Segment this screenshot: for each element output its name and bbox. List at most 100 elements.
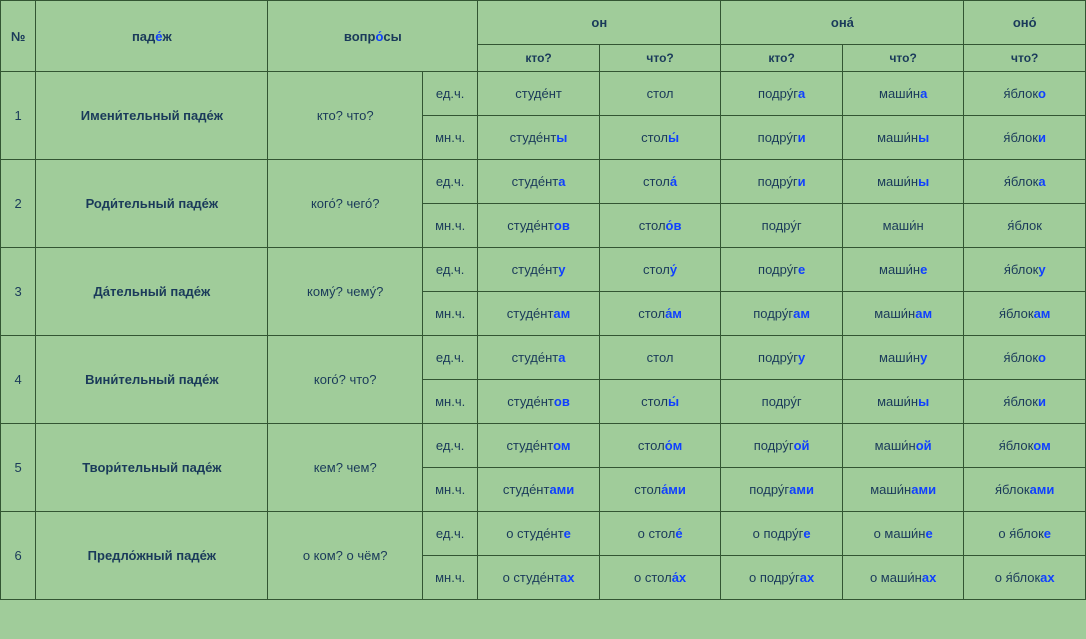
subheader-chto-3: что? xyxy=(964,45,1086,72)
header-row-1: № паде́ж вопро́сы он она́ оно́ xyxy=(1,1,1086,45)
word-cell: я́блок xyxy=(964,204,1086,248)
word-cell: студе́нта xyxy=(478,160,600,204)
word-cell: я́блоком xyxy=(964,424,1086,468)
word-cell: подру́ге xyxy=(721,248,843,292)
table-row: 1Имени́тельный паде́жкто? что?ед.ч.студе… xyxy=(1,72,1086,116)
form-sg: ед.ч. xyxy=(423,424,478,468)
word-cell: подру́г xyxy=(721,204,843,248)
word-cell: стола́м xyxy=(599,292,721,336)
word-cell: маши́ну xyxy=(842,336,964,380)
header-questions: вопро́сы xyxy=(268,1,478,72)
word-cell: маши́ны xyxy=(842,160,964,204)
form-sg: ед.ч. xyxy=(423,512,478,556)
word-cell: о столе́ xyxy=(599,512,721,556)
form-sg: ед.ч. xyxy=(423,248,478,292)
case-number: 5 xyxy=(1,424,36,512)
word-cell: столу́ xyxy=(599,248,721,292)
word-cell: маши́ны xyxy=(842,116,964,160)
word-cell: я́блокам xyxy=(964,292,1086,336)
word-cell: о подру́гах xyxy=(721,556,843,600)
case-number: 2 xyxy=(1,160,36,248)
subheader-chto-2: что? xyxy=(842,45,964,72)
word-cell: я́блоками xyxy=(964,468,1086,512)
word-cell: я́блоку xyxy=(964,248,1086,292)
word-cell: подру́гам xyxy=(721,292,843,336)
word-cell: о маши́не xyxy=(842,512,964,556)
case-number: 1 xyxy=(1,72,36,160)
word-cell: студе́нт xyxy=(478,72,600,116)
word-cell: маши́на xyxy=(842,72,964,116)
word-cell: я́блоки xyxy=(964,380,1086,424)
case-question: кого́? чего́? xyxy=(268,160,423,248)
subheader-kto-2: кто? xyxy=(721,45,843,72)
word-cell: студе́нтам xyxy=(478,292,600,336)
subheader-chto-1: что? xyxy=(599,45,721,72)
case-question: кто? что? xyxy=(268,72,423,160)
form-pl: мн.ч. xyxy=(423,204,478,248)
word-cell: маши́ной xyxy=(842,424,964,468)
form-pl: мн.ч. xyxy=(423,116,478,160)
word-cell: подру́га xyxy=(721,72,843,116)
header-ono: оно́ xyxy=(964,1,1086,45)
word-cell: я́блоки xyxy=(964,116,1086,160)
word-cell: столы́ xyxy=(599,380,721,424)
case-number: 6 xyxy=(1,512,36,600)
form-pl: мн.ч. xyxy=(423,556,478,600)
word-cell: о стола́х xyxy=(599,556,721,600)
case-number: 4 xyxy=(1,336,36,424)
word-cell: подру́гой xyxy=(721,424,843,468)
word-cell: подру́гу xyxy=(721,336,843,380)
word-cell: я́блока xyxy=(964,160,1086,204)
word-cell: маши́ны xyxy=(842,380,964,424)
word-cell: стол xyxy=(599,72,721,116)
form-pl: мн.ч. xyxy=(423,468,478,512)
case-name: Имени́тельный паде́ж xyxy=(36,72,268,160)
word-cell: подру́ги xyxy=(721,160,843,204)
subheader-kto-1: кто? xyxy=(478,45,600,72)
word-cell: о я́блоках xyxy=(964,556,1086,600)
word-cell: столо́в xyxy=(599,204,721,248)
header-num: № xyxy=(1,1,36,72)
case-name: Роди́тельный паде́ж xyxy=(36,160,268,248)
case-name: Вини́тельный паде́ж xyxy=(36,336,268,424)
word-cell: о я́блоке xyxy=(964,512,1086,556)
word-cell: стола́ xyxy=(599,160,721,204)
word-cell: студе́нтов xyxy=(478,204,600,248)
case-name: Предло́жный паде́ж xyxy=(36,512,268,600)
case-question: кому́? чему́? xyxy=(268,248,423,336)
case-question: кого́? что? xyxy=(268,336,423,424)
header-case: паде́ж xyxy=(36,1,268,72)
word-cell: студе́нтом xyxy=(478,424,600,468)
table-row: 4Вини́тельный паде́жкого́? что?ед.ч.студ… xyxy=(1,336,1086,380)
header-ona: она́ xyxy=(721,1,964,45)
word-cell: студе́нту xyxy=(478,248,600,292)
form-pl: мн.ч. xyxy=(423,292,478,336)
word-cell: о студе́нте xyxy=(478,512,600,556)
word-cell: маши́не xyxy=(842,248,964,292)
word-cell: я́блоко xyxy=(964,336,1086,380)
table-body: 1Имени́тельный паде́жкто? что?ед.ч.студе… xyxy=(1,72,1086,600)
table-row: 5Твори́тельный паде́жкем? чем?ед.ч.студе… xyxy=(1,424,1086,468)
header-on: он xyxy=(478,1,721,45)
word-cell: подру́ги xyxy=(721,116,843,160)
form-sg: ед.ч. xyxy=(423,72,478,116)
word-cell: подру́гами xyxy=(721,468,843,512)
word-cell: студе́нта xyxy=(478,336,600,380)
case-question: кем? чем? xyxy=(268,424,423,512)
form-sg: ед.ч. xyxy=(423,336,478,380)
word-cell: маши́н xyxy=(842,204,964,248)
table-row: 6Предло́жный паде́жо ком? о чём?ед.ч.о с… xyxy=(1,512,1086,556)
table-row: 2Роди́тельный паде́жкого́? чего́?ед.ч.ст… xyxy=(1,160,1086,204)
word-cell: подру́г xyxy=(721,380,843,424)
word-cell: о студе́нтах xyxy=(478,556,600,600)
word-cell: я́блоко xyxy=(964,72,1086,116)
declension-table: № паде́ж вопро́сы он она́ оно́ кто? что?… xyxy=(0,0,1086,600)
word-cell: студе́нтов xyxy=(478,380,600,424)
word-cell: стол xyxy=(599,336,721,380)
word-cell: столы́ xyxy=(599,116,721,160)
word-cell: столо́м xyxy=(599,424,721,468)
word-cell: маши́нами xyxy=(842,468,964,512)
case-number: 3 xyxy=(1,248,36,336)
word-cell: студе́нты xyxy=(478,116,600,160)
word-cell: стола́ми xyxy=(599,468,721,512)
